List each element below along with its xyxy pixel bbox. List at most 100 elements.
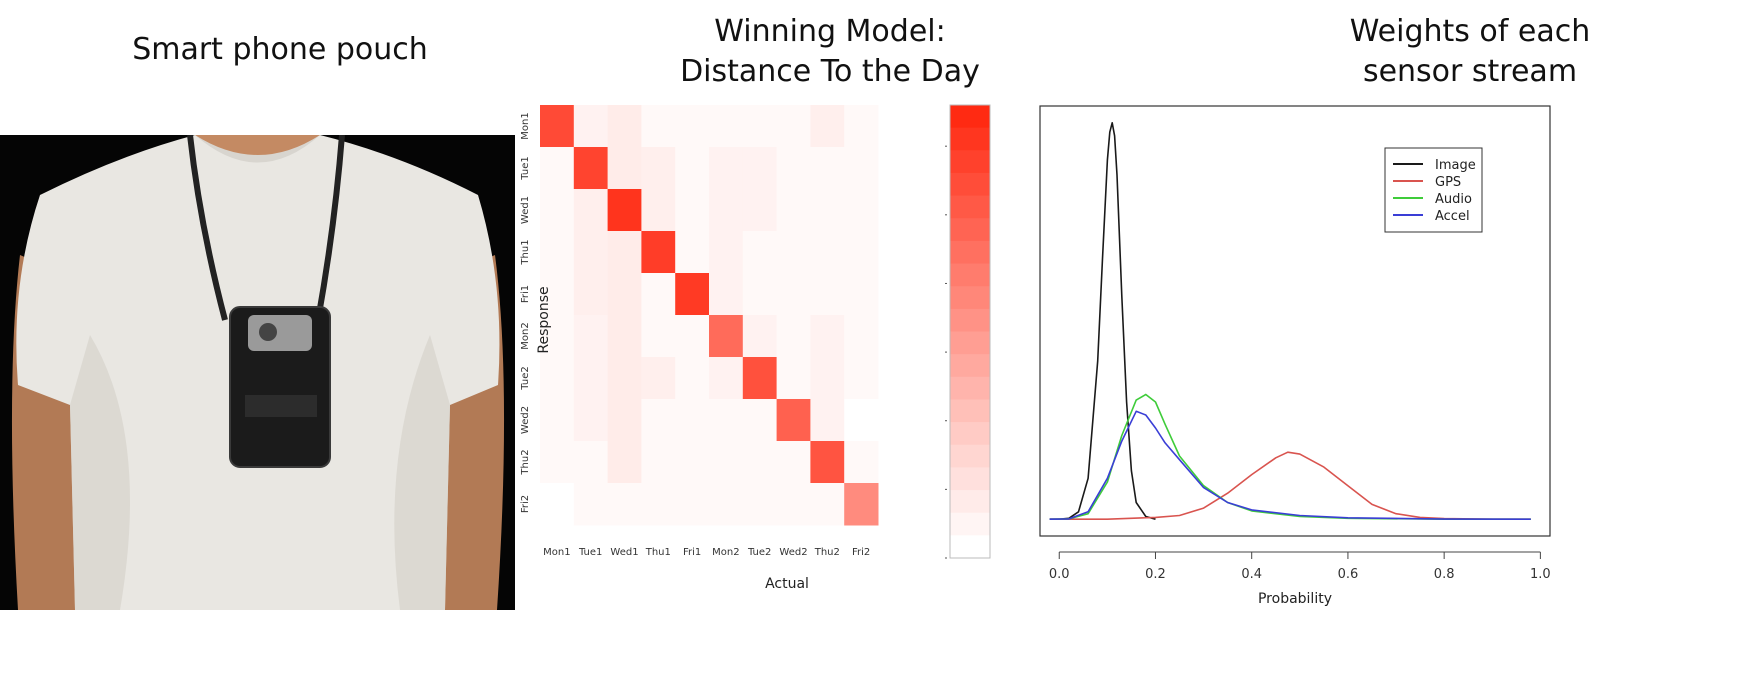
heatmap-cell	[776, 273, 811, 316]
heatmap-cell	[641, 147, 676, 190]
heatmap-title-line-2: Distance To the Day	[680, 54, 980, 89]
colorbar-swatch	[950, 512, 990, 536]
legend-label: GPS	[1435, 175, 1461, 190]
heatmap-x-tick-label: Mon1	[543, 547, 570, 558]
colorbar-swatch	[950, 263, 990, 287]
heatmap-y-tick-label: Tue1	[520, 156, 531, 180]
heatmap-cell	[540, 105, 575, 148]
series-line-gps	[1049, 451, 1531, 520]
x-tick-label: 0.0	[1049, 567, 1070, 582]
x-tick-label: 0.8	[1434, 567, 1455, 582]
legend-box	[1384, 147, 1483, 233]
heatmap-cell	[776, 357, 811, 400]
heatmap-cell	[742, 231, 778, 274]
heatmap-cell	[844, 441, 879, 484]
heatmap-y-tick-label: Thu2	[520, 449, 531, 475]
heatmap-y-tick-label: Tue2	[520, 366, 531, 390]
shirt-shadow	[70, 335, 130, 610]
heatmap-cell	[810, 315, 845, 358]
heatmap-cell	[540, 231, 575, 274]
colorbar-swatch	[950, 535, 990, 559]
colorbar-swatch	[950, 308, 990, 332]
heatmap-cell	[641, 483, 676, 526]
x-tick-label: 0.4	[1241, 567, 1262, 582]
shirt-shadow-right	[394, 335, 450, 610]
heatmap-cell	[641, 231, 676, 274]
heatmap-cell	[540, 147, 575, 190]
heatmap-cell	[675, 483, 710, 526]
colorbar-swatch	[950, 399, 990, 423]
heatmap-cell	[709, 441, 744, 484]
heatmap-cell	[573, 147, 609, 190]
colorbar-swatch	[950, 354, 990, 378]
heatmap-x-tick-label: Tue1	[578, 547, 602, 558]
colorbar-swatch	[950, 490, 990, 514]
heatmap-cell	[540, 483, 575, 526]
heatmap-x-tick-label: Wed1	[610, 547, 638, 558]
heatmap-cell	[709, 483, 744, 526]
heatmap-title-line-1: Winning Model:	[714, 14, 946, 49]
heatmap-cell	[641, 399, 676, 442]
heatmap-y-tick-label: Fri1	[520, 285, 531, 303]
heatmap-y-tick-labels: Mon1 Tue1 Wed1 Thu1 Fri1 Mon2 Tue2 Wed2 Thu2 Fri2	[520, 112, 531, 513]
colorbar-swatch	[950, 105, 990, 129]
heatmap-cell	[709, 399, 744, 442]
heatmap-x-tick-label: Fri2	[852, 547, 870, 558]
heatmap-cell	[675, 273, 710, 316]
heatmap-cell	[844, 147, 879, 190]
heatmap-y-tick-label: Wed2	[520, 406, 531, 434]
heatmap-cell	[607, 441, 642, 484]
shirt-collar	[195, 135, 320, 163]
colorbar-swatch	[950, 172, 990, 197]
heatmap-cell	[573, 441, 609, 484]
colorbar-swatch	[950, 422, 990, 446]
heatmap-cell	[810, 483, 845, 526]
heatmap-cell	[607, 357, 642, 400]
heatmap-cell	[742, 105, 778, 148]
heatmap-cell	[641, 273, 676, 316]
phone-camera	[259, 323, 277, 341]
heatmap-cells	[540, 105, 879, 526]
density-title-line-1: Weights of each	[1349, 14, 1591, 49]
heatmap-y-tick-label: Thu1	[520, 239, 531, 265]
heatmap-cell	[675, 399, 710, 442]
heatmap-cell	[573, 105, 609, 148]
colorbar-swatch	[950, 218, 990, 242]
legend-label: Image	[1435, 158, 1476, 173]
lanyard-right	[315, 135, 345, 321]
x-tick-label: 1.0	[1530, 567, 1551, 582]
heatmap-panel-title: Winning Model: Distance To the Day	[600, 12, 1060, 92]
heatmap-x-tick-label: Fri1	[683, 547, 701, 558]
density-axes: 0.00.20.40.60.81.005101520	[1049, 551, 1551, 582]
heatmap-x-tick-label: Thu2	[814, 547, 840, 558]
heatmap-cell	[573, 399, 609, 442]
phone	[248, 315, 312, 351]
series-line-image	[1049, 122, 1156, 520]
heatmap-cell	[742, 273, 778, 316]
colorbar-swatch	[950, 376, 990, 400]
heatmap-cell	[540, 315, 575, 358]
heatmap-y-tick-label: Mon1	[520, 112, 531, 139]
legend-label: Accel	[1435, 209, 1470, 224]
heatmap-cell	[742, 357, 778, 400]
heatmap-x-tick-label: Tue2	[747, 547, 771, 558]
heatmap-cell	[810, 105, 845, 148]
heatmap-y-axis-label: Response	[536, 286, 552, 353]
density-chart: 0.00.20.40.60.81.005101520 ImageGPSAudio…	[1039, 105, 1551, 607]
heatmap-cell	[709, 315, 744, 358]
heatmap-cell	[742, 441, 778, 484]
photo-panel-title: Smart phone pouch	[60, 30, 500, 70]
heatmap-cell	[742, 399, 778, 442]
colorbar-swatch	[950, 240, 990, 265]
heatmap-cell	[844, 189, 879, 232]
density-panel-title: Weights of each sensor stream	[1220, 12, 1720, 92]
heatmap-cell	[742, 483, 778, 526]
heatmap-cell	[607, 105, 642, 148]
series-line-accel	[1049, 410, 1531, 520]
heatmap-cell	[607, 483, 642, 526]
heatmap-cell	[742, 189, 778, 232]
heatmap-cell	[607, 315, 642, 358]
colorbar-swatch	[950, 195, 990, 219]
density-legend: Image GPS Audio Accel	[1384, 147, 1483, 233]
heatmap-cell	[844, 399, 879, 442]
